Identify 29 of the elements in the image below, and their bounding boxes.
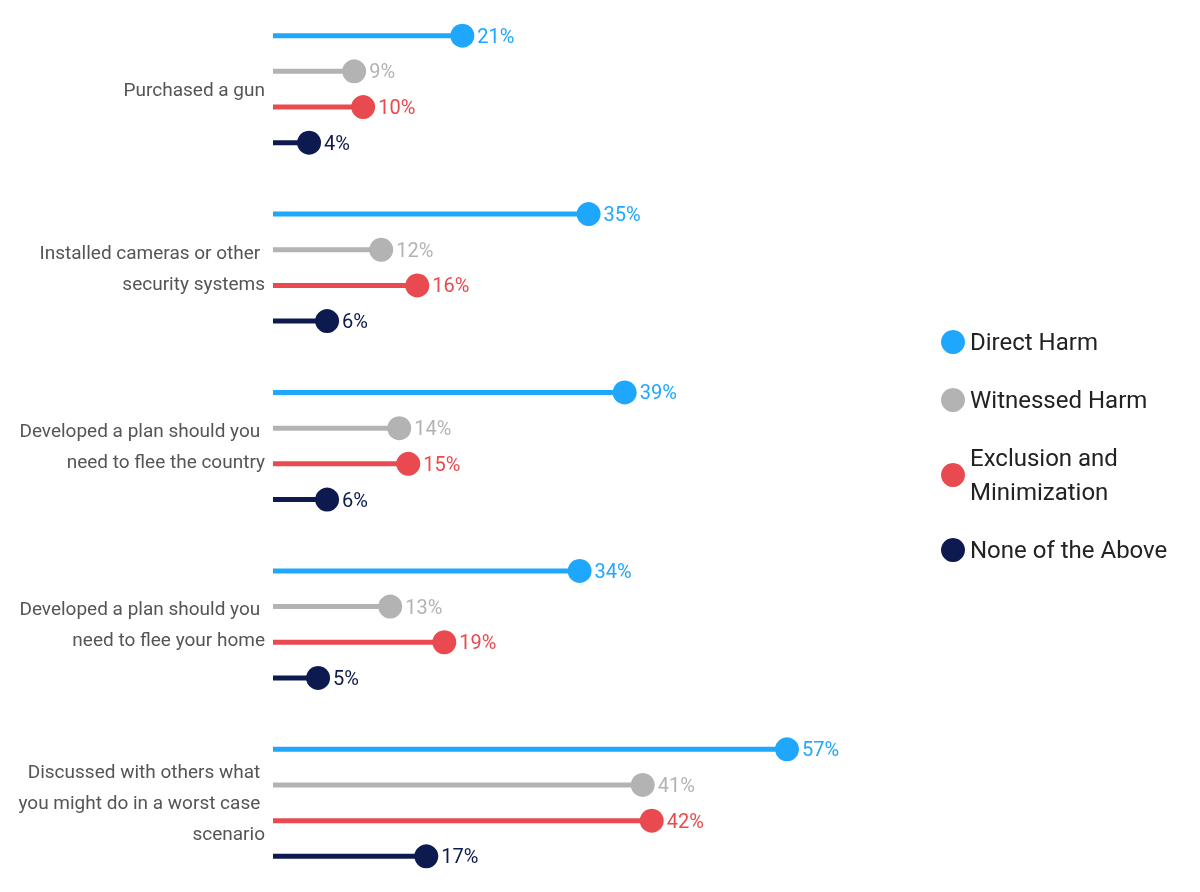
data-label: 9% xyxy=(369,59,396,84)
y-tick-label: Developed a plan should you need to flee your home xyxy=(19,597,265,652)
data-label: 14% xyxy=(414,416,452,441)
data-label: 13% xyxy=(405,594,443,619)
data-label: 57% xyxy=(802,737,840,762)
data-label: 39% xyxy=(639,380,677,405)
data-label: 16% xyxy=(432,273,470,298)
data-label: 34% xyxy=(594,558,632,583)
legend-label: Witnessed Harm xyxy=(970,386,1148,414)
data-label: 10% xyxy=(378,95,416,120)
data-label: 17% xyxy=(441,844,479,869)
data-label: 35% xyxy=(603,202,641,227)
y-tick-label: Purchased a gun xyxy=(123,77,265,101)
data-label: 19% xyxy=(459,630,497,655)
legend-label: Exclusion and Minimization xyxy=(970,444,1124,506)
data-label: 6% xyxy=(342,487,368,512)
data-label: 5% xyxy=(333,665,359,690)
legend-label: None of the Above xyxy=(970,536,1168,564)
data-label: 21% xyxy=(477,23,515,48)
data-label: 6% xyxy=(342,309,368,334)
data-label: 15% xyxy=(423,451,461,476)
y-tick-label: Developed a plan should you need to flee the country xyxy=(19,419,265,473)
y-tick-label: Discussed with others what you might do in a worst case scenario xyxy=(18,760,265,846)
data-label: 12% xyxy=(396,237,434,262)
data-label: 41% xyxy=(657,772,695,797)
data-label: 42% xyxy=(666,808,704,833)
legend-label: Direct Harm xyxy=(970,328,1098,356)
y-tick-label: Installed cameras or other security systems xyxy=(39,240,265,295)
data-label: 4% xyxy=(324,130,350,155)
